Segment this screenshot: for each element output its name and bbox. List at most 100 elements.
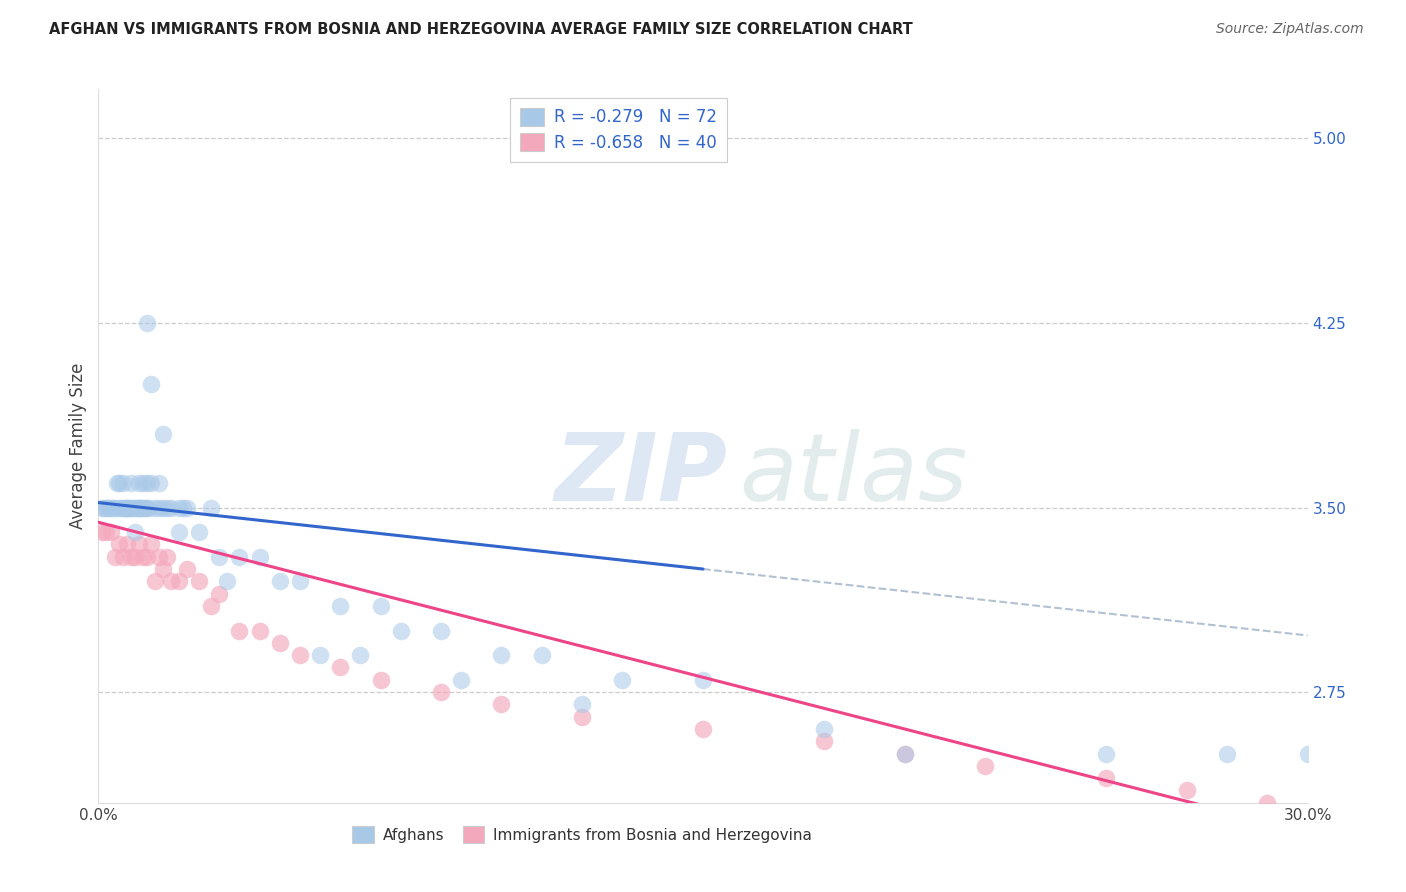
- Point: [450, 673, 472, 687]
- Point: [692, 673, 714, 687]
- Point: [172, 500, 194, 515]
- Point: [101, 500, 124, 515]
- Point: [135, 500, 157, 515]
- Point: [96, 500, 118, 515]
- Point: [148, 549, 170, 564]
- Point: [167, 500, 190, 515]
- Legend: Afghans, Immigrants from Bosnia and Herzegovina: Afghans, Immigrants from Bosnia and Herz…: [343, 817, 821, 852]
- Point: [132, 500, 155, 515]
- Point: [128, 500, 150, 515]
- Point: [124, 525, 146, 540]
- Point: [160, 500, 183, 515]
- Point: [148, 500, 170, 515]
- Y-axis label: Average Family Size: Average Family Size: [69, 363, 87, 529]
- Point: [156, 500, 179, 515]
- Point: [167, 525, 190, 540]
- Point: [208, 549, 231, 564]
- Point: [111, 500, 134, 515]
- Point: [167, 574, 190, 589]
- Point: [100, 500, 122, 515]
- Point: [269, 636, 291, 650]
- Text: ZIP: ZIP: [554, 428, 727, 521]
- Point: [813, 734, 835, 748]
- Point: [176, 562, 198, 576]
- Point: [115, 500, 138, 515]
- Point: [692, 722, 714, 736]
- Point: [370, 673, 392, 687]
- Point: [893, 747, 915, 761]
- Point: [288, 574, 311, 589]
- Point: [329, 599, 352, 613]
- Point: [115, 500, 138, 515]
- Point: [143, 500, 166, 515]
- Point: [111, 549, 134, 564]
- Point: [107, 500, 129, 515]
- Point: [1216, 747, 1239, 761]
- Point: [249, 549, 271, 564]
- Text: atlas: atlas: [740, 429, 967, 520]
- Point: [288, 648, 311, 662]
- Point: [571, 698, 593, 712]
- Point: [152, 426, 174, 441]
- Point: [530, 648, 553, 662]
- Point: [91, 525, 114, 540]
- Point: [176, 500, 198, 515]
- Point: [111, 475, 134, 490]
- Point: [228, 624, 250, 638]
- Point: [93, 500, 115, 515]
- Point: [105, 475, 128, 490]
- Point: [200, 599, 222, 613]
- Point: [200, 500, 222, 515]
- Point: [148, 475, 170, 490]
- Point: [103, 549, 125, 564]
- Point: [813, 722, 835, 736]
- Point: [97, 500, 120, 515]
- Point: [188, 525, 211, 540]
- Point: [134, 500, 156, 515]
- Point: [107, 537, 129, 551]
- Point: [128, 475, 150, 490]
- Point: [103, 500, 125, 515]
- Point: [389, 624, 412, 638]
- Point: [152, 562, 174, 576]
- Point: [329, 660, 352, 674]
- Point: [309, 648, 332, 662]
- Point: [1256, 796, 1278, 810]
- Point: [269, 574, 291, 589]
- Point: [143, 574, 166, 589]
- Point: [120, 475, 142, 490]
- Point: [1175, 783, 1198, 797]
- Point: [430, 624, 453, 638]
- Point: [370, 599, 392, 613]
- Point: [1296, 747, 1319, 761]
- Point: [118, 500, 141, 515]
- Point: [491, 648, 513, 662]
- Text: Source: ZipAtlas.com: Source: ZipAtlas.com: [1216, 22, 1364, 37]
- Text: AFGHAN VS IMMIGRANTS FROM BOSNIA AND HERZEGOVINA AVERAGE FAMILY SIZE CORRELATION: AFGHAN VS IMMIGRANTS FROM BOSNIA AND HER…: [49, 22, 912, 37]
- Point: [120, 549, 142, 564]
- Point: [115, 537, 138, 551]
- Point: [217, 574, 239, 589]
- Point: [139, 537, 162, 551]
- Point: [120, 500, 142, 515]
- Point: [107, 475, 129, 490]
- Point: [188, 574, 211, 589]
- Point: [138, 500, 160, 515]
- Point: [124, 549, 146, 564]
- Point: [135, 475, 157, 490]
- Point: [121, 500, 143, 515]
- Point: [430, 685, 453, 699]
- Point: [974, 759, 997, 773]
- Point: [1095, 771, 1118, 785]
- Point: [128, 537, 150, 551]
- Point: [139, 377, 162, 392]
- Point: [132, 475, 155, 490]
- Point: [125, 500, 148, 515]
- Point: [96, 525, 118, 540]
- Point: [91, 500, 114, 515]
- Point: [135, 549, 157, 564]
- Point: [1095, 747, 1118, 761]
- Point: [100, 525, 122, 540]
- Point: [110, 500, 132, 515]
- Point: [249, 624, 271, 638]
